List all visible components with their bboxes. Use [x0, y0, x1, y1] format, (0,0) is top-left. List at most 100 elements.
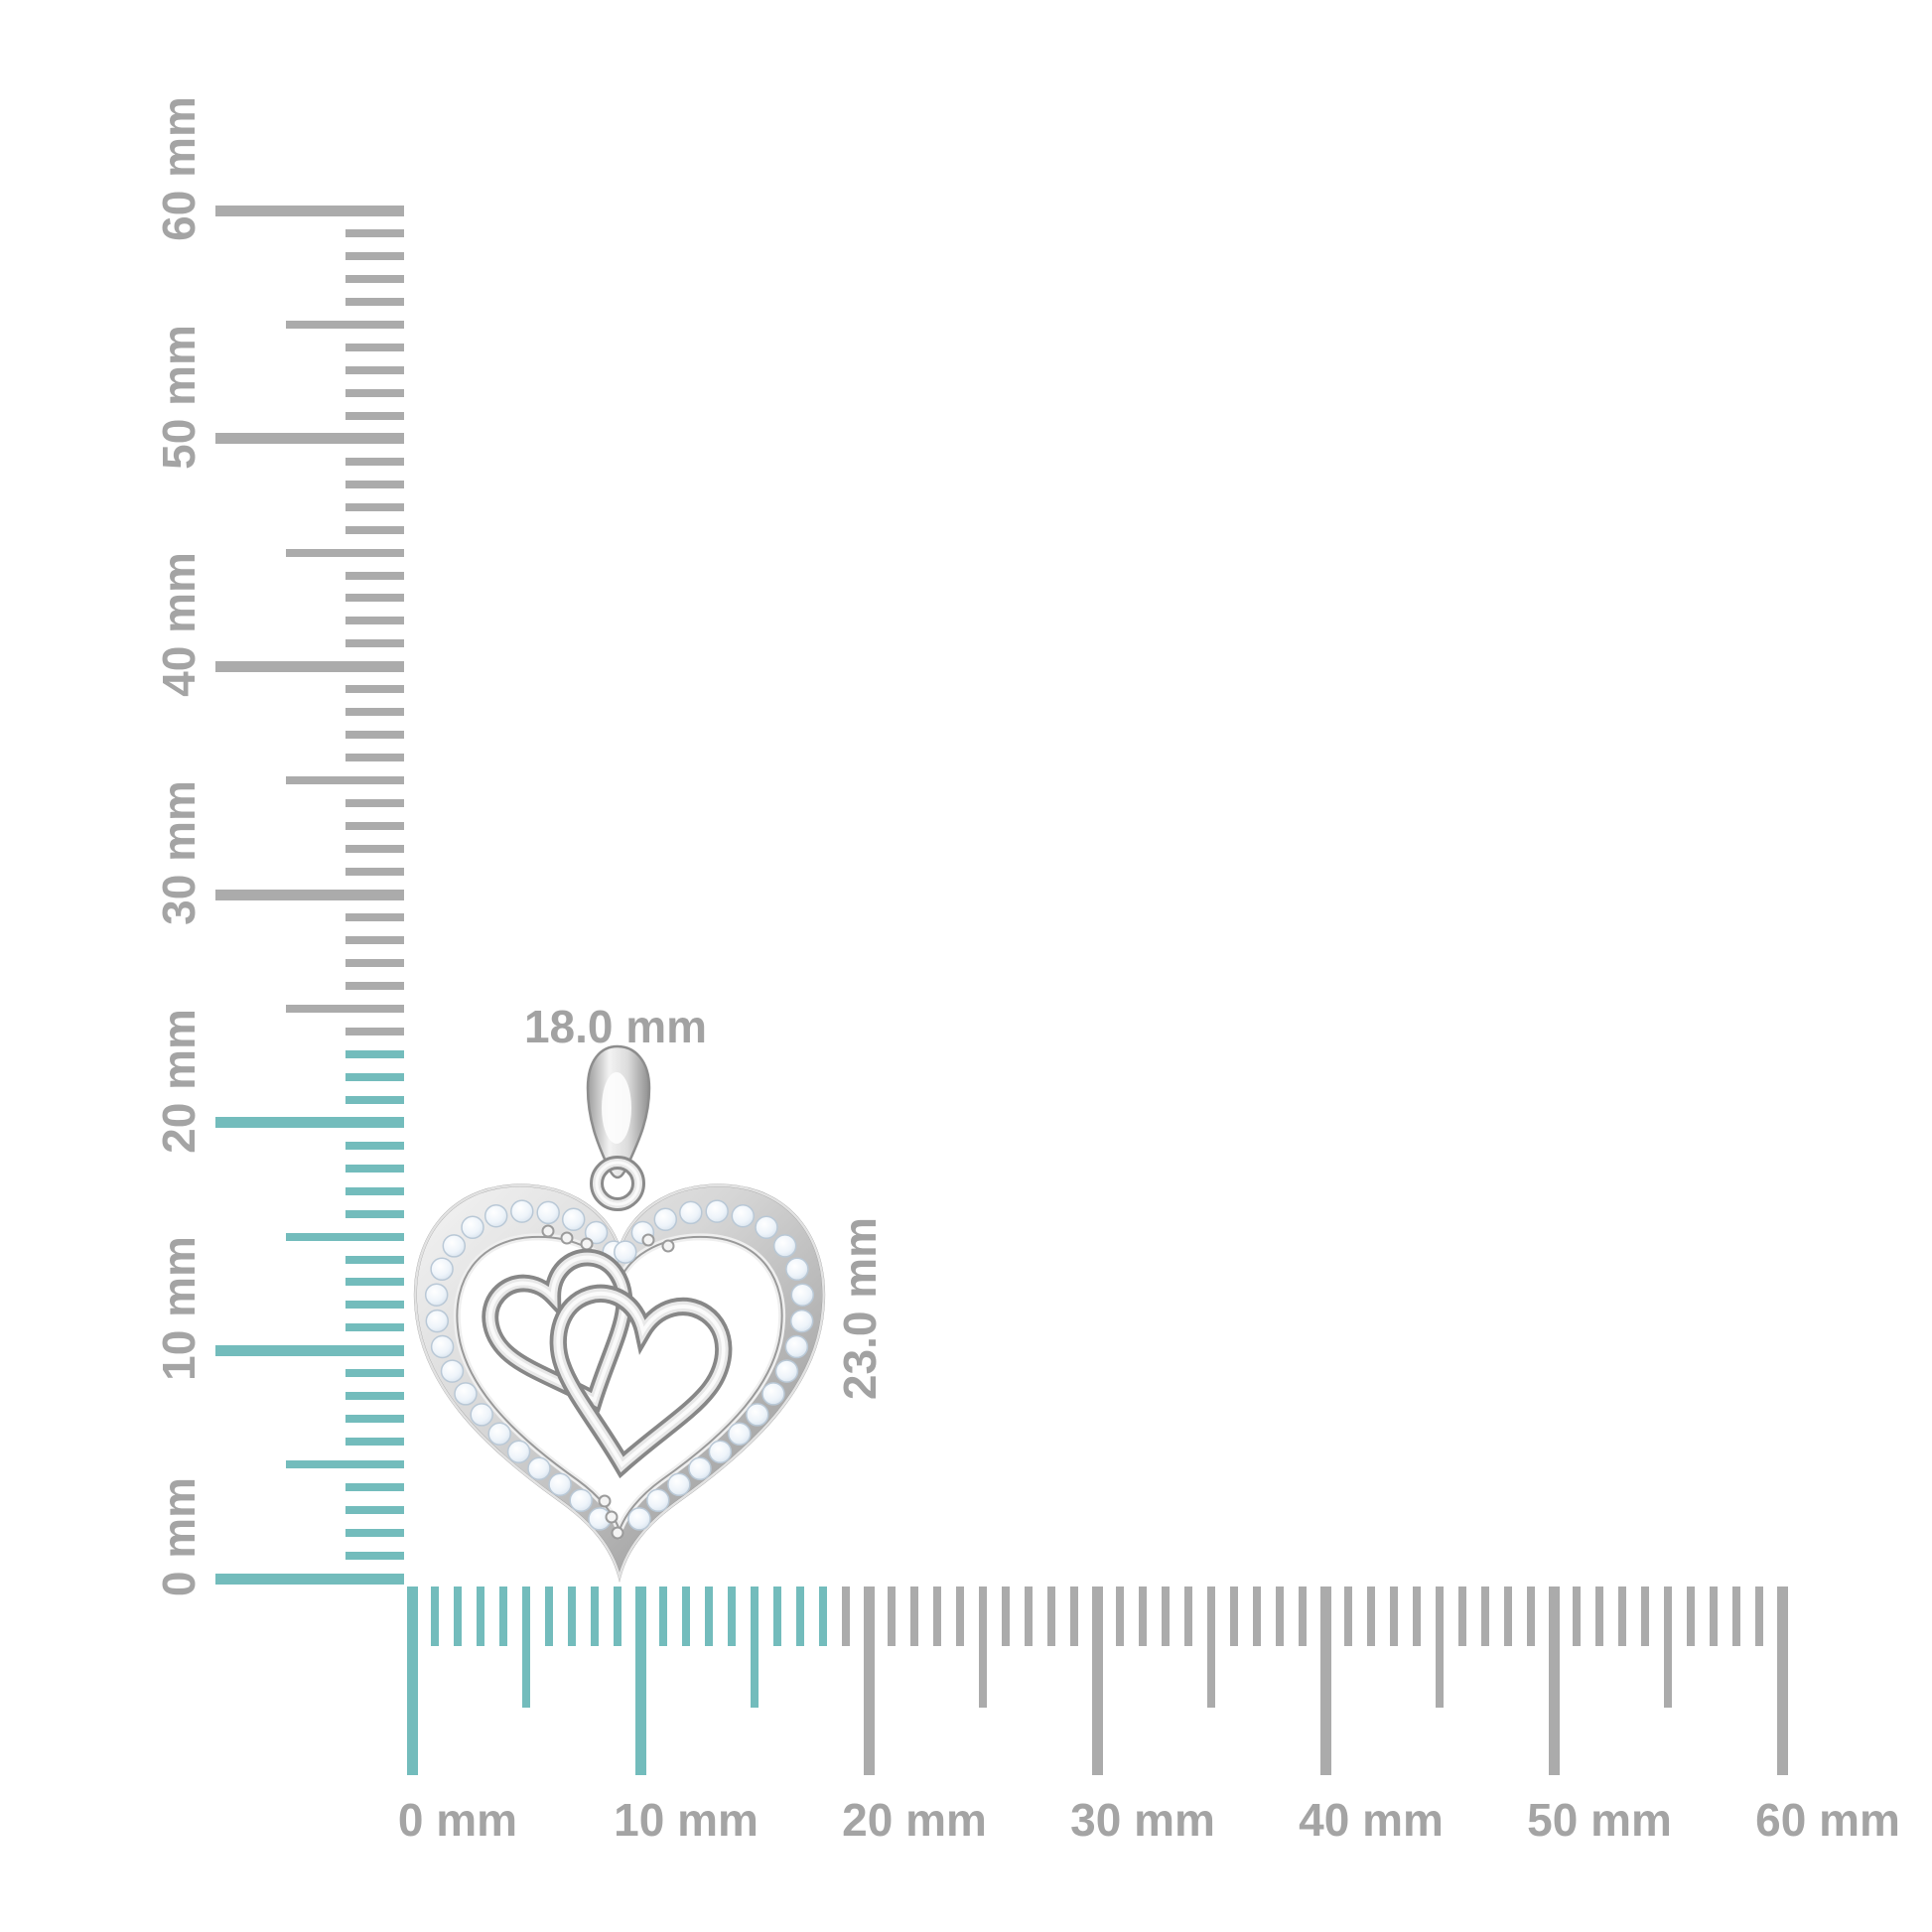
vertical-ruler-tick-39mm	[345, 685, 404, 694]
vertical-ruler-tick-40mm	[215, 660, 404, 672]
diamond-stone	[430, 1257, 454, 1282]
diamond-stone	[569, 1488, 593, 1513]
horizontal-ruler-tick-22mm	[910, 1587, 918, 1646]
vertical-ruler-tick-35mm	[286, 776, 404, 785]
diamond-stone	[430, 1334, 455, 1359]
vertical-ruler-tick-20mm	[215, 1117, 404, 1129]
horizontal-ruler-tick-14mm	[728, 1587, 736, 1646]
horizontal-ruler-tick-13mm	[705, 1587, 713, 1646]
diamond-stone	[789, 1309, 814, 1333]
vertical-ruler-tick-12mm	[345, 1301, 404, 1310]
horizontal-ruler-tick-23mm	[933, 1587, 941, 1646]
diamond-stone	[487, 1422, 511, 1447]
diamond-stone	[425, 1309, 450, 1333]
horizontal-ruler-tick-0mm	[406, 1587, 418, 1775]
horizontal-ruler-tick-49mm	[1527, 1587, 1535, 1646]
horizontal-ruler-tick-3mm	[477, 1587, 484, 1646]
diamond-stone	[705, 1199, 729, 1223]
horizontal-ruler-tick-51mm	[1573, 1587, 1581, 1646]
diamond-stone	[731, 1203, 756, 1228]
horizontal-ruler-tick-52mm	[1595, 1587, 1603, 1646]
horizontal-ruler-tick-43mm	[1390, 1587, 1398, 1646]
vertical-ruler-tick-51mm	[345, 411, 404, 420]
horizontal-ruler-tick-53mm	[1618, 1587, 1626, 1646]
vertical-ruler-tick-55mm	[286, 320, 404, 329]
milgrain-dots	[541, 1224, 675, 1540]
horizontal-ruler-tick-27mm	[1025, 1587, 1033, 1646]
diamond-stone	[653, 1207, 678, 1232]
horizontal-ruler-tick-36mm	[1230, 1587, 1238, 1646]
horizontal-ruler-tick-39mm	[1299, 1587, 1307, 1646]
bail-ring	[590, 1156, 645, 1211]
horizontal-ruler-tick-47mm	[1481, 1587, 1489, 1646]
vertical-ruler-tick-59mm	[345, 229, 404, 237]
vertical-ruler-tick-24mm	[345, 1027, 404, 1035]
horizontal-ruler-tick-46mm	[1458, 1587, 1466, 1646]
horizontal-ruler-tick-4mm	[499, 1587, 507, 1646]
horizontal-ruler-label-0mm: 0 mm	[397, 1794, 518, 1846]
diamond-stone	[424, 1283, 449, 1307]
horizontal-ruler-tick-44mm	[1413, 1587, 1421, 1646]
horizontal-ruler-tick-55mm	[1664, 1587, 1672, 1708]
diamond-stone	[746, 1403, 769, 1427]
horizontal-ruler-tick-24mm	[956, 1587, 964, 1646]
horizontal-ruler-tick-6mm	[545, 1587, 553, 1646]
diamond-stone	[785, 1257, 809, 1282]
horizontal-ruler-tick-32mm	[1139, 1587, 1147, 1646]
horizontal-ruler-tick-16mm	[773, 1587, 781, 1646]
horizontal-ruler-tick-38mm	[1276, 1587, 1284, 1646]
diamond-stone	[614, 1240, 637, 1264]
horizontal-ruler-tick-54mm	[1641, 1587, 1649, 1646]
vertical-ruler-tick-19mm	[345, 1141, 404, 1150]
milgrain-dot	[580, 1237, 594, 1251]
diamond-stone	[761, 1382, 785, 1406]
vertical-ruler-tick-46mm	[345, 525, 404, 534]
vertical-ruler-tick-0mm	[215, 1573, 404, 1585]
vertical-ruler-tick-7mm	[345, 1415, 404, 1424]
vertical-ruler-tick-56mm	[345, 297, 404, 306]
bail	[586, 1044, 651, 1179]
horizontal-ruler-tick-2mm	[454, 1587, 462, 1646]
vertical-ruler-tick-54mm	[345, 343, 404, 351]
horizontal-ruler-tick-48mm	[1504, 1587, 1512, 1646]
vertical-ruler-tick-60mm	[215, 205, 404, 216]
diamond-stone	[548, 1472, 572, 1497]
diamond-stone	[584, 1220, 609, 1245]
vertical-ruler-tick-11mm	[345, 1323, 404, 1332]
horizontal-ruler-label-60mm: 60 mm	[1755, 1794, 1900, 1846]
pave-diamonds	[424, 1199, 815, 1531]
vertical-ruler-tick-22mm	[345, 1072, 404, 1081]
vertical-ruler-tick-34mm	[345, 799, 404, 808]
horizontal-ruler-tick-60mm	[1776, 1587, 1788, 1775]
width-dimension-label: 18.0 mm	[523, 1001, 708, 1052]
horizontal-ruler-tick-8mm	[591, 1587, 599, 1646]
vertical-ruler-tick-45mm	[286, 548, 404, 557]
vertical-ruler-tick-49mm	[345, 457, 404, 466]
horizontal-ruler-tick-12mm	[682, 1587, 690, 1646]
horizontal-ruler-tick-58mm	[1732, 1587, 1740, 1646]
vertical-ruler-tick-41mm	[345, 639, 404, 648]
vertical-ruler-tick-1mm	[345, 1552, 404, 1560]
diamond-stone	[461, 1215, 484, 1240]
inner-heart-left	[480, 1247, 658, 1426]
vertical-ruler-tick-48mm	[345, 480, 404, 488]
vertical-ruler-tick-6mm	[345, 1438, 404, 1447]
horizontal-ruler-tick-20mm	[863, 1587, 875, 1775]
diamond-stone	[442, 1234, 467, 1258]
vertical-ruler-tick-25mm	[286, 1004, 404, 1013]
horizontal-ruler-tick-50mm	[1548, 1587, 1560, 1775]
horizontal-ruler-tick-33mm	[1162, 1587, 1170, 1646]
frame-outer-highlight	[414, 1183, 825, 1582]
vertical-ruler-tick-10mm	[215, 1344, 404, 1356]
horizontal-ruler-tick-11mm	[659, 1587, 667, 1646]
diamond-stone	[688, 1456, 712, 1481]
vertical-ruler-tick-52mm	[345, 388, 404, 397]
diamond-stone	[627, 1507, 651, 1531]
diamond-stone	[506, 1440, 531, 1464]
vertical-ruler-tick-37mm	[345, 731, 404, 740]
horizontal-ruler-tick-26mm	[1002, 1587, 1010, 1646]
height-dimension-label: 23.0 mm	[834, 1216, 886, 1401]
horizontal-ruler-label-40mm: 40 mm	[1299, 1794, 1444, 1846]
diamond-stone	[646, 1488, 670, 1513]
